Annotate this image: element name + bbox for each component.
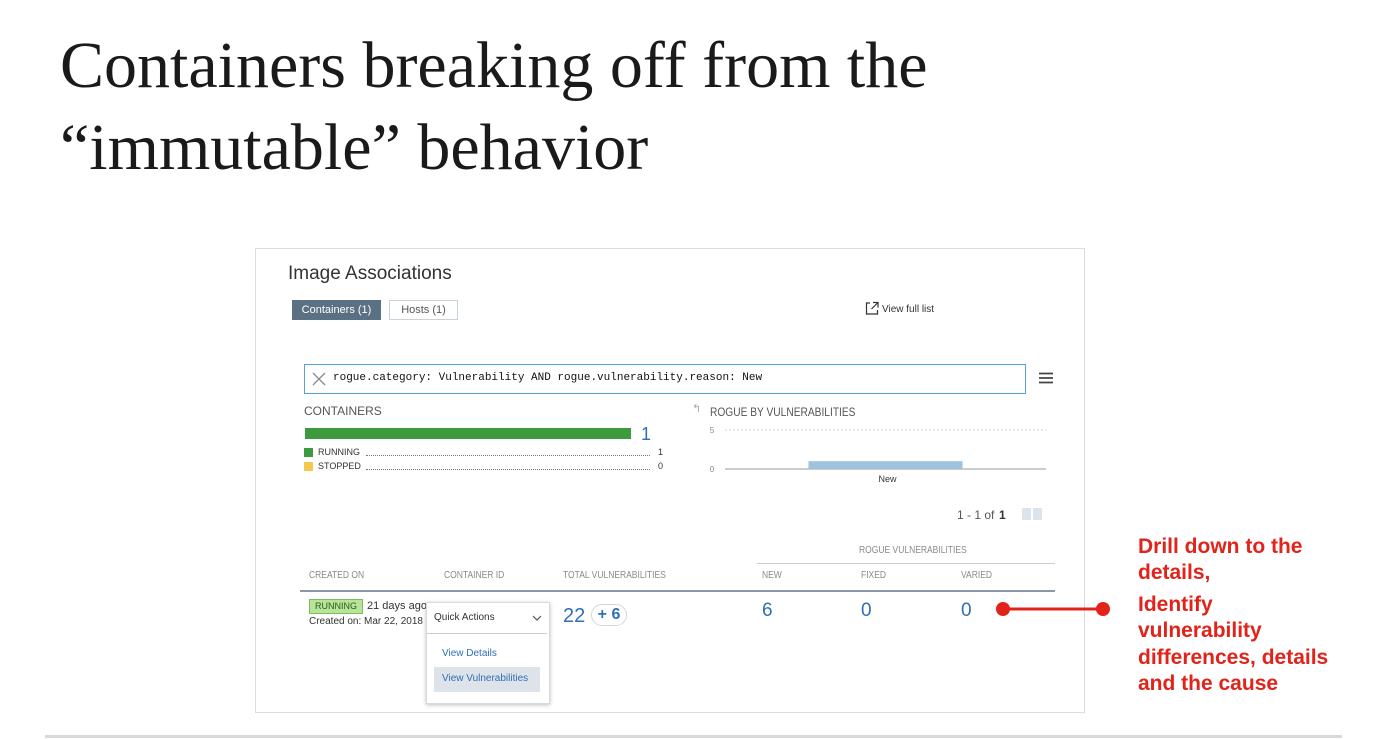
panel: [255, 248, 1085, 713]
rogue-chart: 0 5 New: [710, 426, 1046, 484]
status-badge: RUNNING: [309, 599, 363, 614]
leader: [366, 469, 650, 470]
clear-icon[interactable]: [311, 371, 327, 387]
delta-pill: + 6: [591, 604, 627, 626]
panel-heading: Image Associations: [288, 263, 452, 284]
external-link-icon: [865, 301, 879, 315]
fixed-count: 0: [861, 600, 872, 621]
callout-connector: [996, 602, 1110, 616]
tab[interactable]: Hosts (1): [389, 300, 458, 320]
legend-label: STOPPED: [318, 461, 361, 471]
column-header: VARIED: [961, 570, 993, 581]
bar: [808, 461, 963, 469]
containers-label: CONTAINERS: [304, 404, 382, 418]
next-page[interactable]: [1033, 508, 1042, 520]
column-header: CONTAINER ID: [444, 570, 505, 581]
annotation: vulnerability: [1138, 619, 1262, 642]
created-on: Created on: Mar 22, 2018: [309, 616, 423, 627]
annotation: Drill down to the: [1138, 535, 1303, 558]
pagination-total: 1: [999, 508, 1006, 522]
legend-count: 0: [658, 461, 664, 471]
divider: [427, 633, 547, 634]
column-header: CREATED ON: [309, 570, 365, 581]
divider: [757, 563, 1055, 564]
annotation: details,: [1138, 561, 1211, 584]
varied-count: 0: [961, 600, 972, 621]
menu-highlight: [434, 667, 540, 692]
back-icon[interactable]: ↰: [692, 403, 702, 415]
search-box[interactable]: [304, 364, 1026, 394]
prev-page[interactable]: [1022, 508, 1031, 520]
containers-total: 1: [641, 424, 652, 444]
menu-item[interactable]: View Details: [442, 648, 497, 659]
age: 21 days ago: [367, 600, 427, 612]
header-rule: [300, 590, 1055, 592]
legend-swatch: [304, 462, 313, 471]
annotation: differences, details: [1138, 646, 1329, 669]
annotation: and the cause: [1138, 672, 1279, 695]
annotation: Identify: [1138, 593, 1213, 616]
menu-item[interactable]: View Vulnerabilities: [442, 673, 529, 684]
slide-title: “immutable” behavior: [60, 111, 649, 184]
column-header: NEW: [762, 570, 782, 581]
legend-label: RUNNING: [318, 447, 360, 457]
containers-bar: [305, 428, 631, 439]
search-query: rogue.category: Vulnerability AND rogue.…: [333, 372, 763, 384]
view-full-list[interactable]: View full list: [882, 304, 935, 315]
column-header: TOTAL VULNERABILITIES: [563, 570, 666, 581]
y-tick-label: 5: [710, 426, 715, 435]
chevron[interactable]: [532, 614, 542, 622]
leader: [366, 455, 650, 456]
new-count: 6: [762, 600, 773, 621]
pagination-range: 1 - 1 of: [957, 508, 995, 522]
legend-count: 1: [658, 447, 664, 457]
rogue-chart-title: ROGUE BY VULNERABILITIES: [710, 405, 856, 419]
footer-rule: [45, 735, 1342, 738]
menu-icon[interactable]: [1039, 372, 1053, 384]
y-tick-label: 0: [710, 465, 715, 474]
dropdown-label[interactable]: Quick Actions: [434, 612, 495, 623]
tab[interactable]: Containers (1): [292, 300, 381, 320]
x-tick-label: New: [878, 474, 897, 484]
slide-title: Containers breaking off from the: [60, 29, 928, 102]
total-vulnerabilities: 22: [563, 605, 586, 627]
column-header: FIXED: [861, 570, 887, 581]
group-header: ROGUE VULNERABILITIES: [859, 545, 967, 556]
legend-swatch: [304, 448, 313, 457]
